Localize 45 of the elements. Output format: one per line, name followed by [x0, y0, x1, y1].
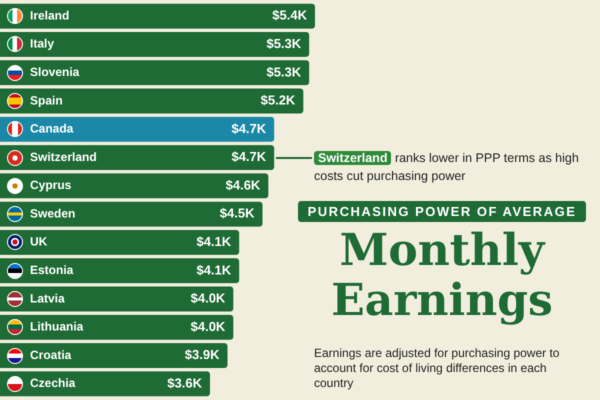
y-tick-label: Switzerland [30, 150, 97, 164]
data-label: $5.3K [266, 36, 302, 52]
bar [0, 371, 210, 396]
y-tick-label: Italy [30, 36, 54, 51]
y-tick-label: Czechia [30, 376, 76, 390]
y-tick-label: Ireland [30, 8, 70, 22]
data-label: $5.2K [260, 92, 296, 108]
annotation: Earnings are adjusted for purchasing power to account for cost of living differences in each country [314, 346, 560, 391]
data-label: $4.7K [231, 120, 267, 136]
y-tick-label: Spain [30, 93, 63, 108]
y-tick-label: Latvia [30, 291, 66, 306]
data-label: $4.0K [190, 290, 226, 306]
text: Monthly Earnings [330, 225, 554, 326]
bar [0, 286, 234, 312]
data-label: $5.3K [266, 64, 302, 80]
bar [0, 258, 240, 284]
y-tick-label: UK [30, 234, 48, 249]
bar [0, 173, 268, 198]
bar [0, 343, 228, 368]
y-tick-label: Slovenia [30, 65, 80, 80]
data-label: $4.1K [196, 234, 232, 250]
y-tick-label: Estonia [30, 263, 74, 278]
data-label: $4.6K [226, 177, 261, 192]
bar [0, 60, 310, 86]
data-label: $3.6K [167, 375, 203, 390]
bar [0, 4, 315, 29]
bar [0, 230, 240, 255]
data-label: $4.5K [220, 206, 256, 221]
data-label: $4.7K [231, 149, 267, 164]
y-tick-label: Canada [30, 122, 74, 136]
bar [0, 202, 262, 227]
bar [0, 88, 304, 114]
data-label: $3.9K [184, 347, 220, 362]
bar [0, 116, 274, 142]
annotation: Switzerland ranks lower in PPP terms as high costs cut purchasing power [314, 150, 580, 185]
bar [0, 32, 310, 57]
data-label: $5.4K [272, 8, 308, 23]
data-label: $4.0K [190, 318, 226, 334]
y-tick-label: Cyprus [30, 178, 72, 192]
text: PURCHASING POWER OF AVERAGE [298, 201, 586, 222]
y-tick-label: Sweden [30, 206, 76, 220]
y-tick-label: Lithuania [30, 320, 84, 334]
bar [0, 314, 234, 340]
data-label: $4.1K [196, 262, 232, 278]
y-tick-label: Croatia [30, 348, 72, 362]
